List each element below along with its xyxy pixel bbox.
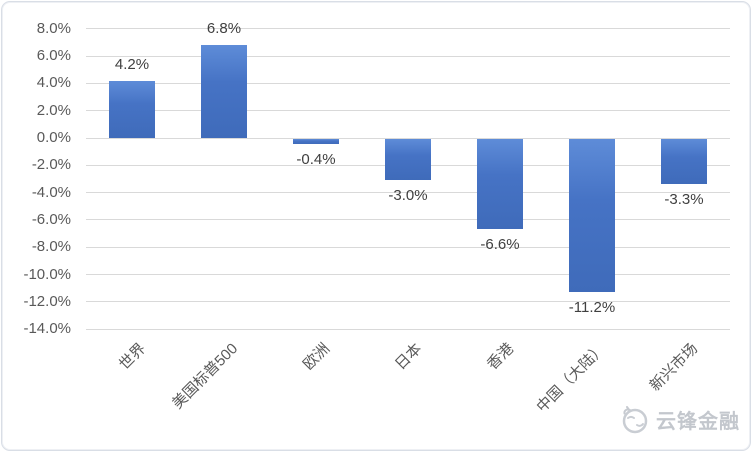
y-axis-tick-label: -6.0% [31,210,71,228]
watermark-text: 云锋金融 [656,410,740,433]
y-axis-tick-label: -14.0% [23,320,71,338]
bar-3 [385,139,431,180]
y-axis-tick-label: 6.0% [36,47,71,65]
bar-0 [109,80,155,138]
bar-1 [201,45,247,138]
category-label: 新兴市场 [646,340,702,395]
data-label: 6.8% [206,20,242,38]
data-label: -11.2% [568,298,616,316]
gridline [86,192,730,194]
y-axis-tick-label: 0.0% [36,129,71,146]
yunfeng-logo-icon [622,406,648,434]
category-label: 中国（大陆） [533,340,610,416]
y-axis-tick-label: 2.0% [36,101,71,119]
category-label: 欧洲 [299,340,334,374]
data-label: -0.4% [296,151,336,169]
gridline [86,82,730,84]
y-axis-tick-label: -2.0% [31,156,71,174]
category-label: 日本 [391,340,426,374]
gridline [86,274,730,275]
watermark: 云锋金融 [617,401,740,437]
gridline [86,301,730,303]
data-label: -3.3% [664,191,704,209]
bar-2 [293,139,339,145]
gridline [86,55,730,57]
data-label: 4.2% [114,55,150,73]
gridline [86,28,730,30]
category-label: 香港 [483,340,518,374]
bar-5 [569,139,615,292]
y-axis-tick-label: 4.0% [36,74,71,92]
y-axis-tick-label: -8.0% [31,238,71,256]
y-axis-tick-label: -4.0% [31,183,71,201]
category-label: 美国标普500 [168,340,242,413]
gridline [86,246,730,248]
zero-gridline [86,137,730,139]
gridline [86,328,730,330]
data-label: -6.6% [480,236,520,254]
data-label: -3.0% [388,186,428,204]
gridline [86,110,730,112]
bar-4 [477,139,523,230]
gridline [86,219,730,221]
y-axis-tick-label: -10.0% [23,265,71,283]
bar-6 [661,139,707,185]
y-axis-tick-label: 8.0% [36,19,71,37]
category-label: 世界 [115,340,150,374]
y-axis-tick-label: -12.0% [23,292,71,310]
